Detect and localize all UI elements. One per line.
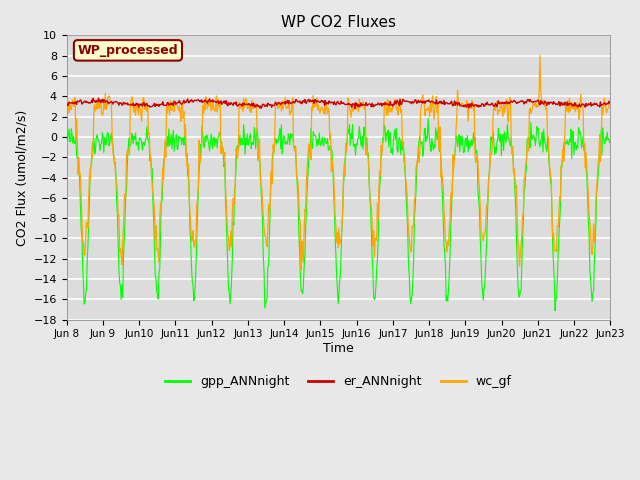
Legend: gpp_ANNnight, er_ANNnight, wc_gf: gpp_ANNnight, er_ANNnight, wc_gf	[161, 370, 516, 393]
Title: WP CO2 Fluxes: WP CO2 Fluxes	[281, 15, 396, 30]
Y-axis label: CO2 Flux (umol/m2/s): CO2 Flux (umol/m2/s)	[15, 109, 28, 246]
X-axis label: Time: Time	[323, 342, 354, 355]
Text: WP_processed: WP_processed	[77, 44, 179, 57]
